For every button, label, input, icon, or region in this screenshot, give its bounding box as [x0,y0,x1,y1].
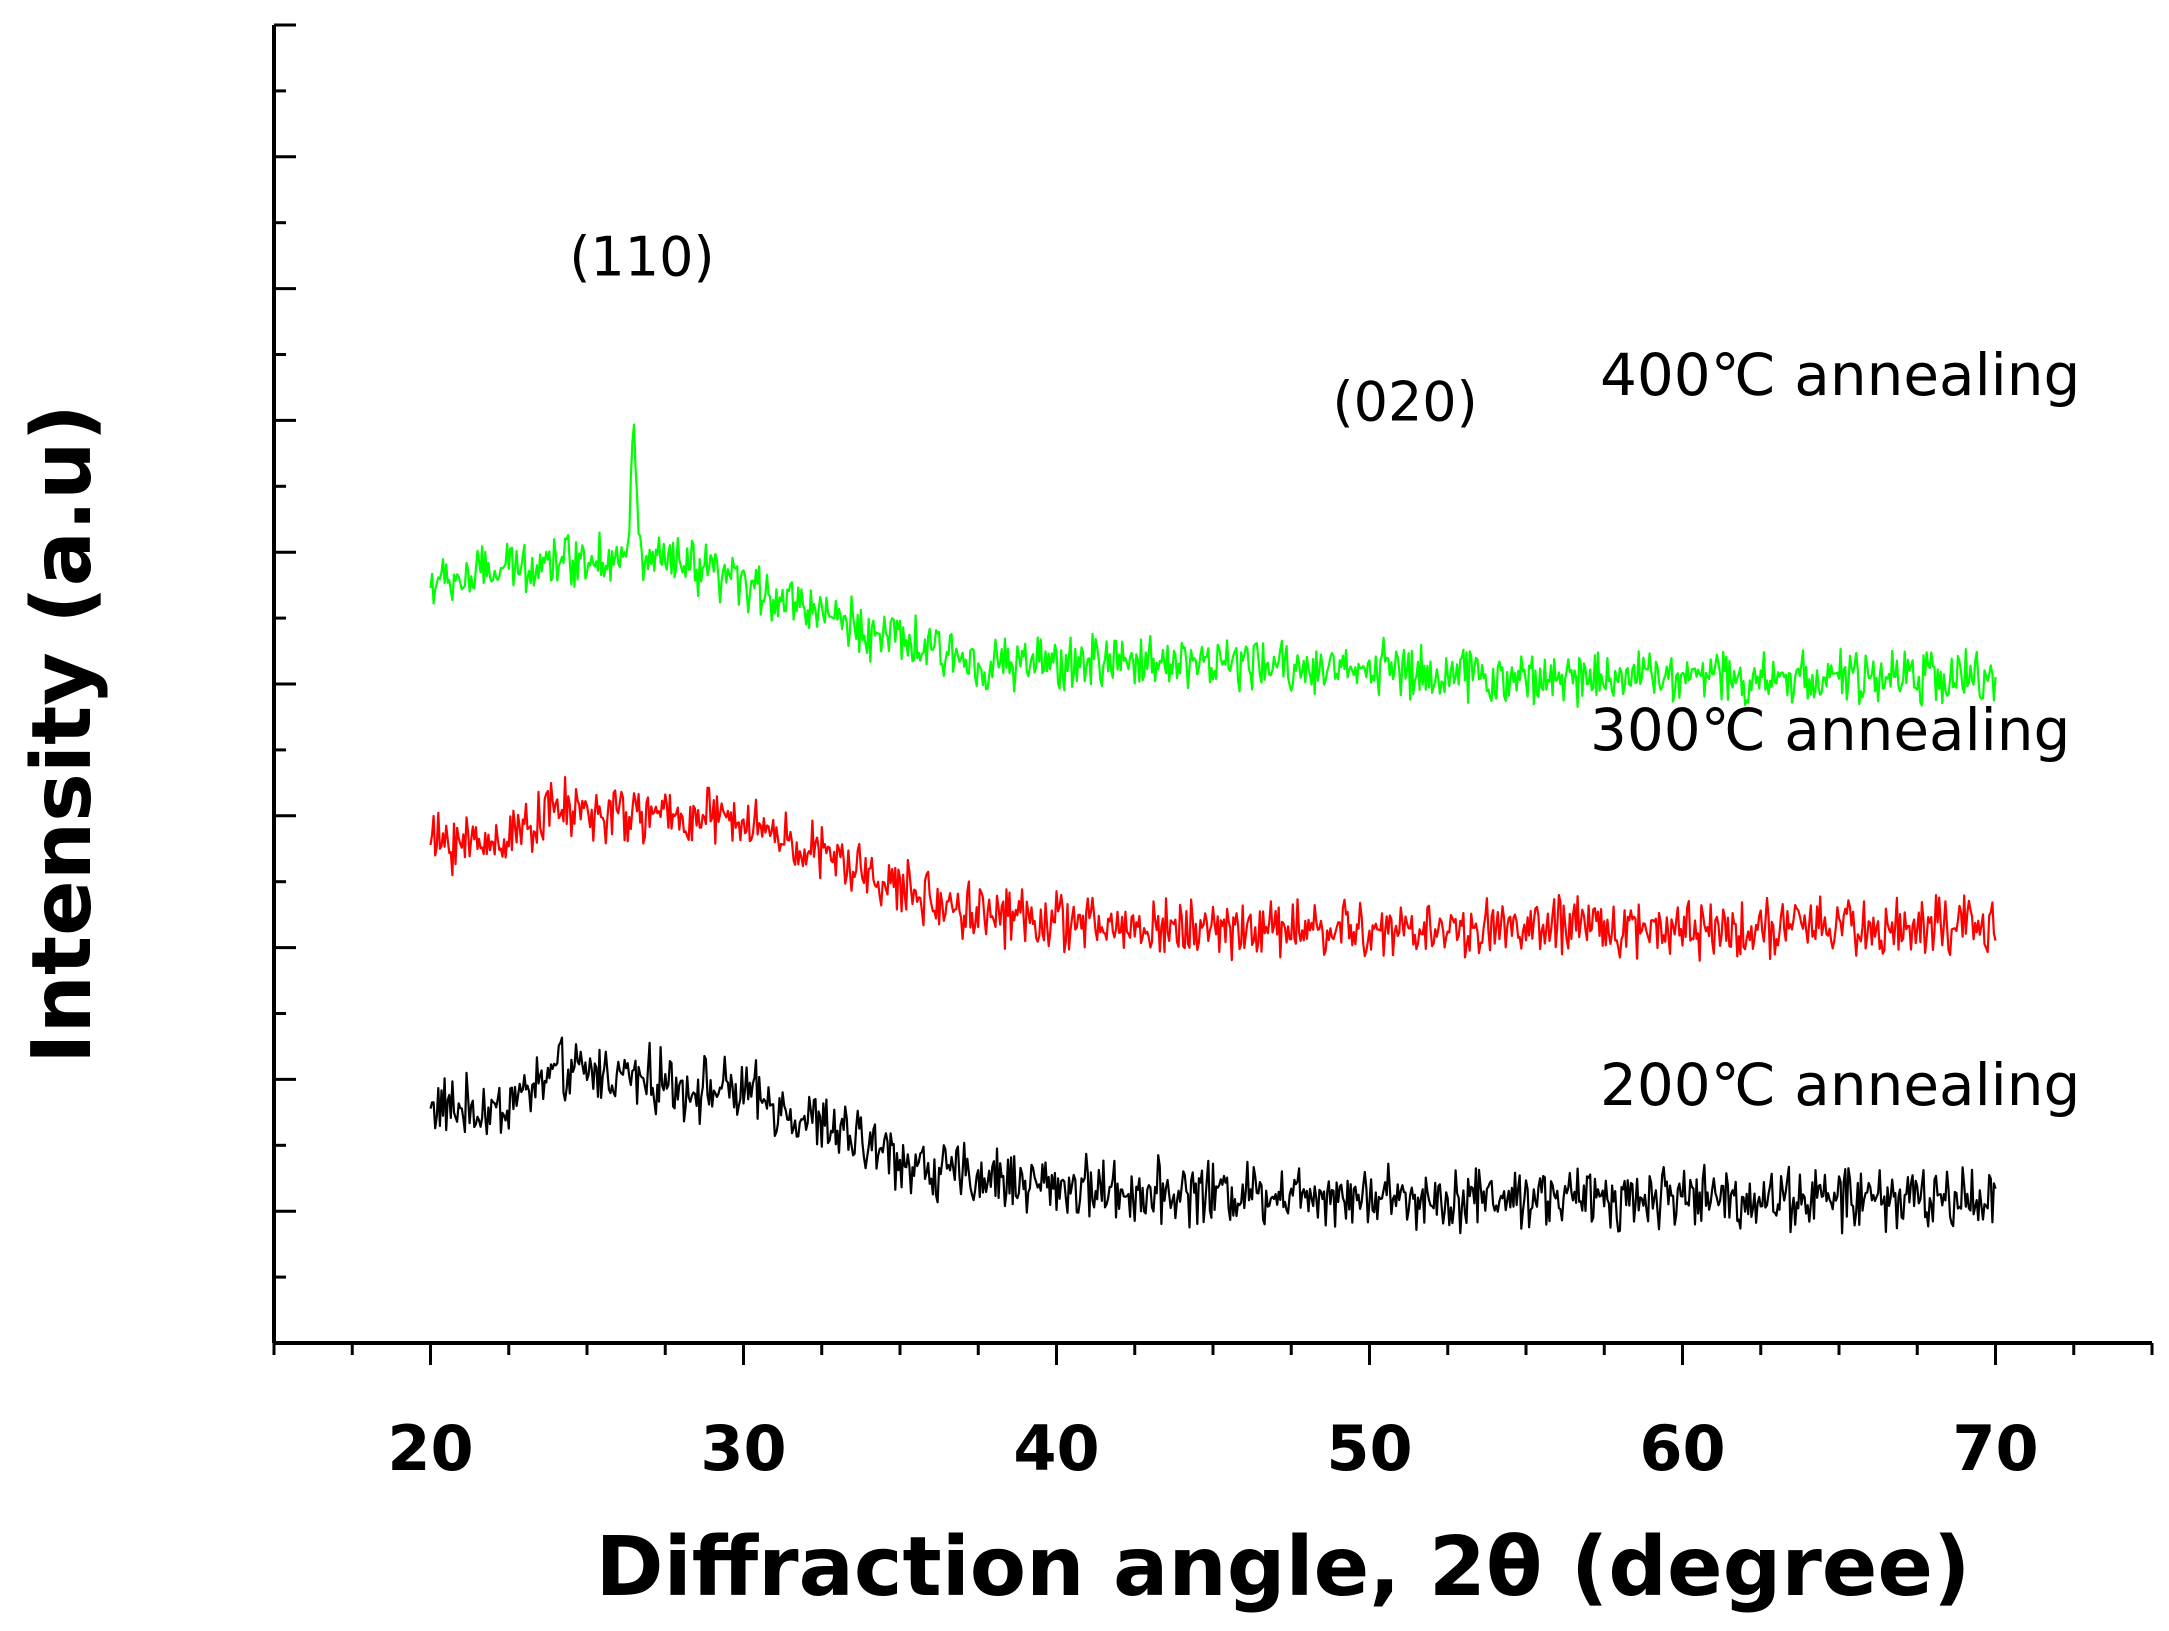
x-tick-label: 40 [1013,1412,1099,1485]
series-label-400c: 400℃ annealing [1600,341,2080,409]
series-line-400c [429,423,1997,708]
peak-label-110: (110) [569,225,714,288]
peak-label-020: (020) [1333,370,1478,433]
series-label-300c: 300℃ annealing [1590,696,2070,764]
plot-area [272,23,2154,1365]
x-tick-label: 20 [387,1412,473,1485]
x-tick-labels: 20 30 40 50 60 70 [387,1412,2038,1485]
y-axis-title: Intensity (a.u) [15,404,110,1064]
series-line-200c [429,1036,1997,1235]
series-label-200c: 200℃ annealing [1600,1051,2080,1119]
series-line-300c [429,775,1997,962]
x-tick-label: 60 [1639,1412,1725,1485]
x-axis-title: Diffraction angle, 2θ (degree) [596,1520,1971,1615]
x-tick-label: 50 [1326,1412,1412,1485]
x-tick-label: 70 [1952,1412,2038,1485]
x-tick-label: 30 [700,1412,786,1485]
